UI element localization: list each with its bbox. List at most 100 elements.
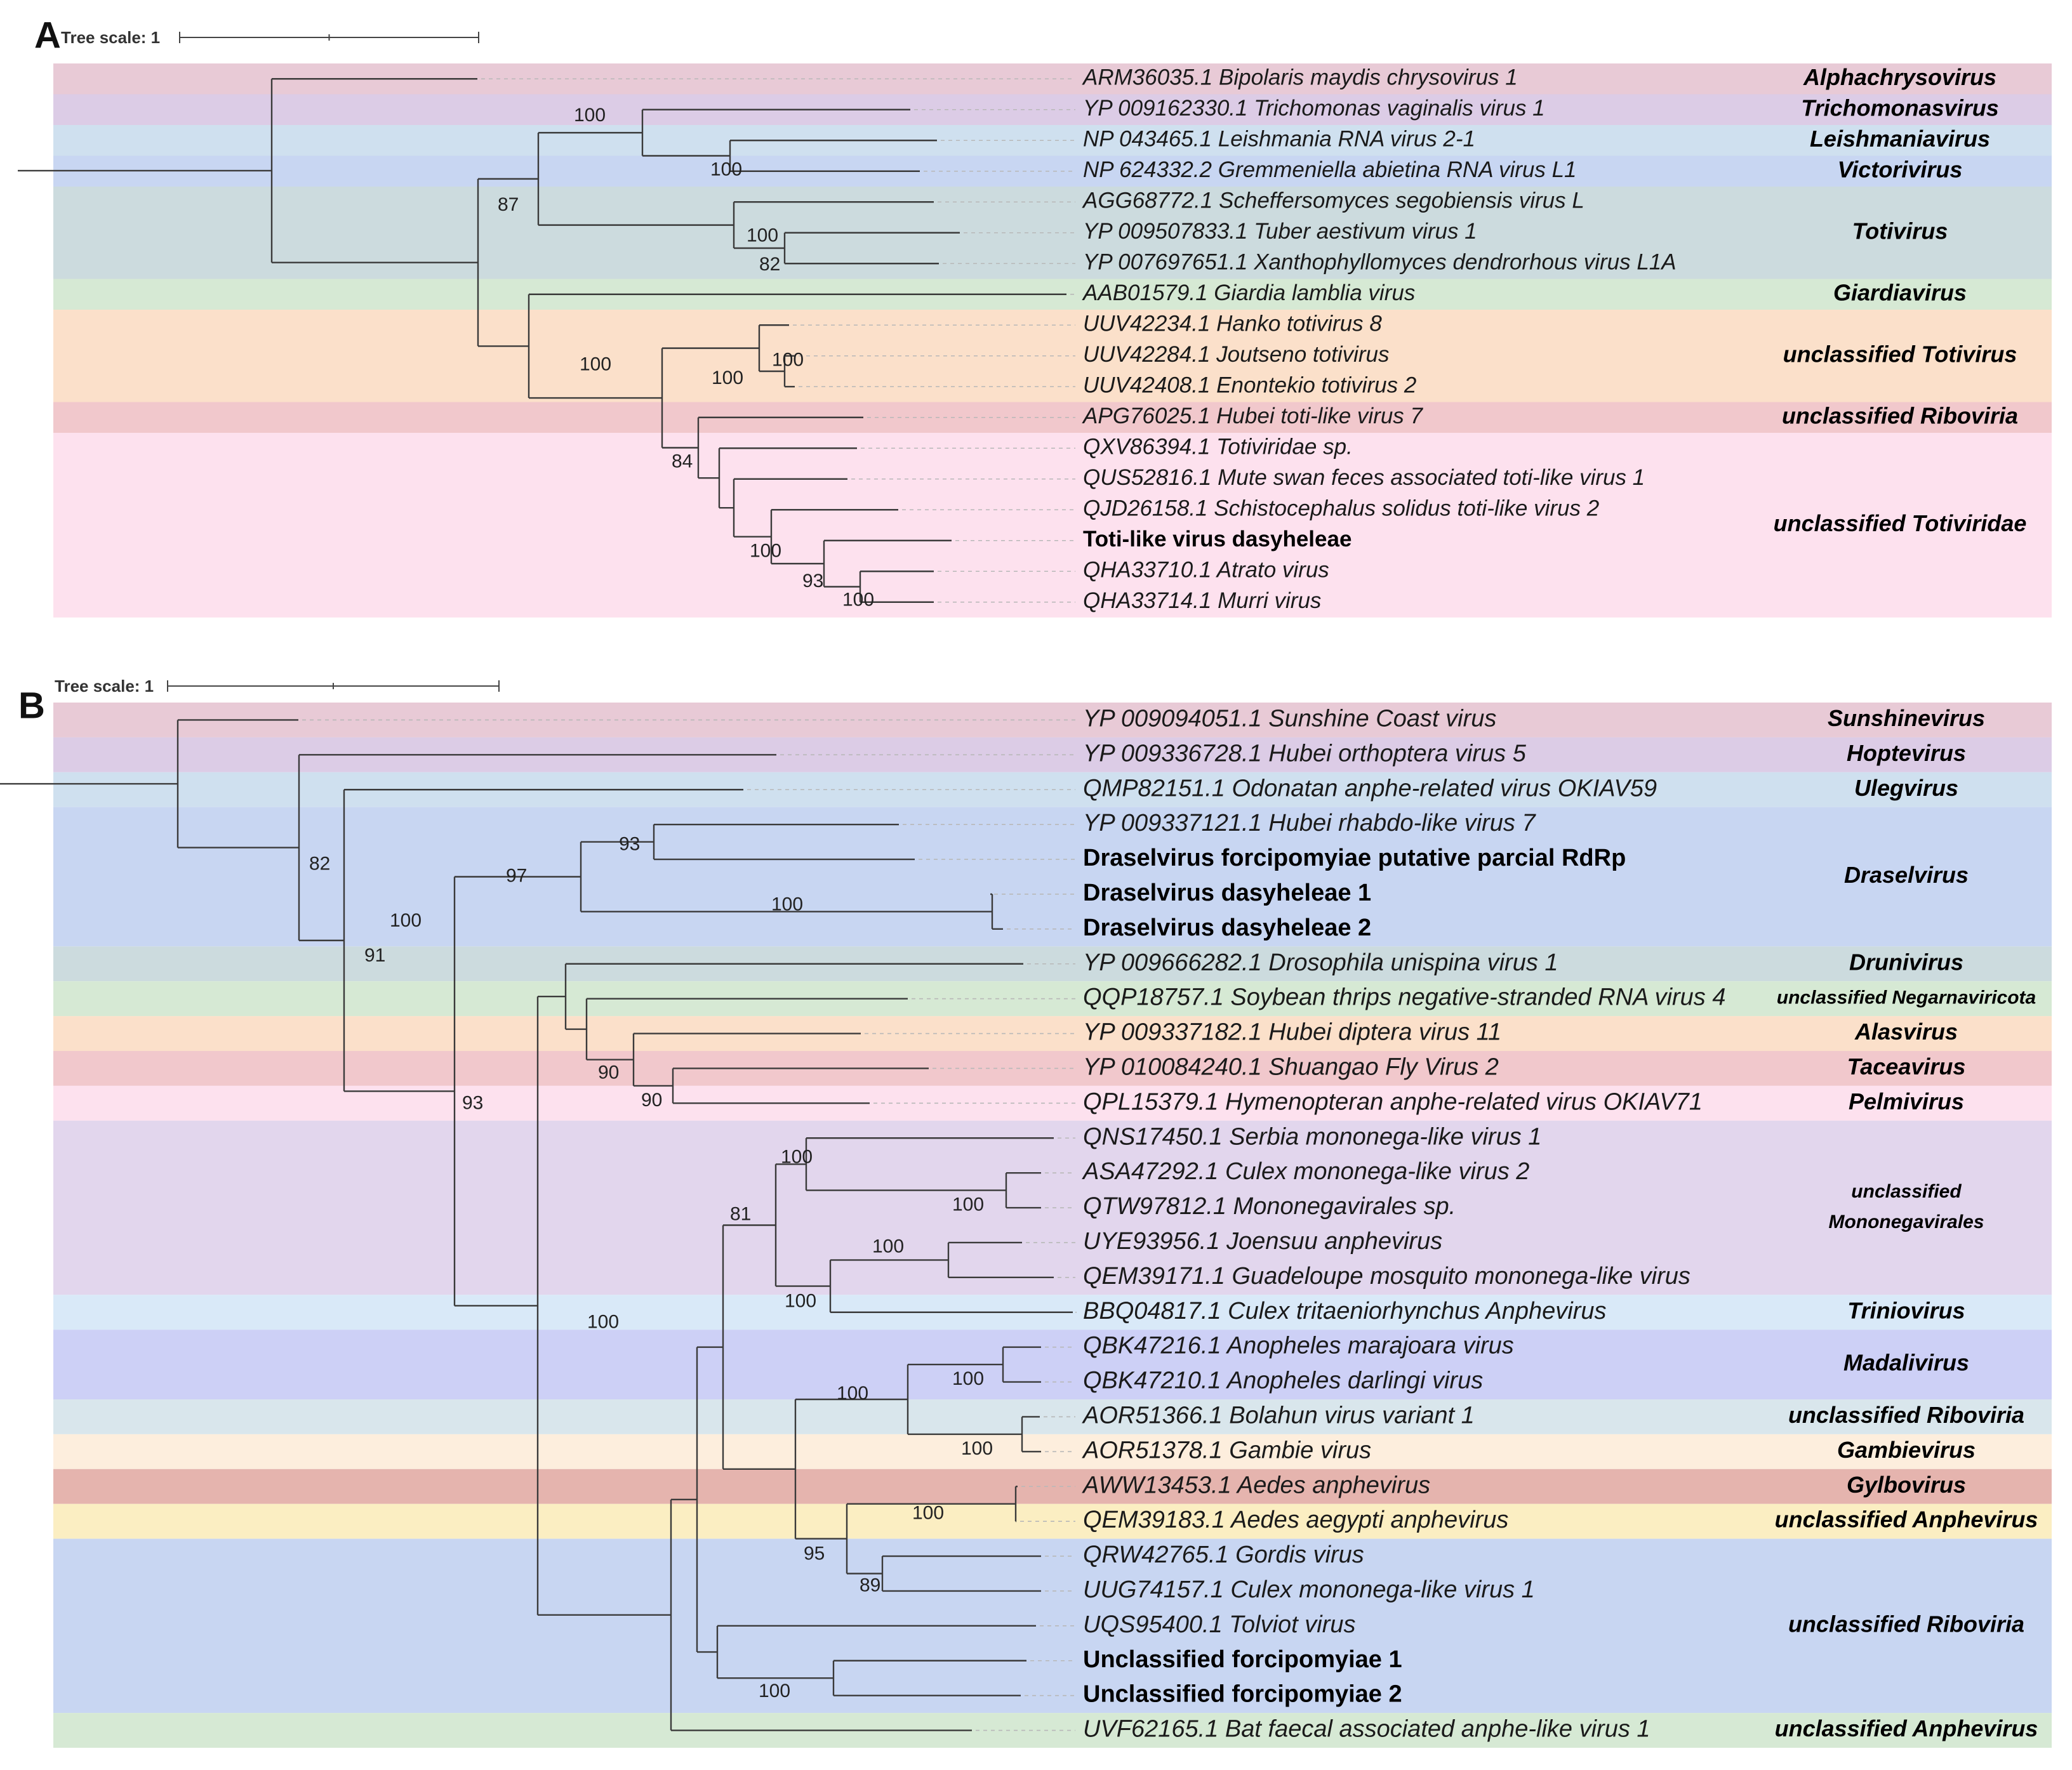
clade-label-line: unclassified (1851, 1181, 1962, 1202)
bootstrap-value: 100 (842, 589, 874, 610)
leaf-label: UUV42284.1 Joutseno totivirus (1083, 342, 1390, 367)
clade-label: Gambievirus (1837, 1437, 1976, 1463)
clade-label: Hoptevirus (1847, 740, 1966, 766)
clade-label: Taceavirus (1847, 1053, 1966, 1080)
leaf-label: UQS95400.1 Tolviot virus (1083, 1611, 1356, 1638)
bootstrap-value: 100 (785, 1290, 816, 1311)
bootstrap-value: 100 (747, 225, 778, 246)
leaf-label: QJD26158.1 Schistocephalus solidus toti-… (1083, 496, 1599, 521)
clade-band (53, 1016, 2052, 1051)
leaf-label: Draselvirus forcipomyiae putative parcia… (1083, 845, 1626, 871)
bootstrap-value: 82 (759, 254, 780, 275)
leaf-label: UUV42234.1 Hanko totivirus 8 (1083, 312, 1382, 336)
leaf-label: QTW97812.1 Mononegavirales sp. (1083, 1193, 1456, 1220)
bootstrap-value: 100 (710, 159, 742, 180)
bootstrap-value: 100 (837, 1383, 868, 1404)
clade-label: Giardiavirus (1833, 279, 1967, 305)
bootstrap-value: 93 (462, 1092, 483, 1113)
clade-label: Triniovirus (1847, 1297, 1965, 1323)
tree-scale-bar (167, 680, 500, 692)
leaf-label: Draselvirus dasyheleae 2 (1083, 915, 1371, 941)
panel-label: B (18, 685, 45, 726)
bootstrap-value: 100 (872, 1236, 904, 1257)
tree-scale-label: Tree scale: 1 (61, 28, 160, 47)
clade-label: unclassified Totivirus (1783, 341, 2017, 367)
leaf-label: QMP82151.1 Odonatan anphe-related virus … (1083, 775, 1657, 802)
clade-label: unclassified Mononegavirales (1828, 1181, 1984, 1232)
leaf-label: YP 009162330.1 Trichomonas vaginalis vir… (1083, 96, 1545, 121)
bootstrap-value: 100 (712, 367, 743, 388)
tree-scale-label: Tree scale: 1 (55, 677, 154, 696)
bootstrap-value: 100 (961, 1438, 993, 1459)
clade-label: unclassified Riboviria (1782, 402, 2018, 428)
leaf-label: YP 009507833.1 Tuber aestivum virus 1 (1083, 219, 1477, 244)
leaf-label: AWW13453.1 Aedes anphevirus (1082, 1472, 1430, 1498)
clade-band (53, 125, 2052, 156)
clade-label-line: Mononegavirales (1828, 1212, 1984, 1232)
leaf-label: YP 009094051.1 Sunshine Coast virus (1083, 705, 1496, 732)
bootstrap-value: 95 (804, 1543, 825, 1564)
leaf-label: AOR51366.1 Bolahun virus variant 1 (1082, 1402, 1475, 1429)
clade-label: Trichomonasvirus (1801, 95, 1998, 121)
leaf-label: APG76025.1 Hubei toti-like virus 7 (1082, 404, 1424, 428)
leaf-label: AOR51378.1 Gambie virus (1082, 1437, 1371, 1463)
clade-band (53, 187, 2052, 279)
panel-label: A (34, 15, 61, 56)
bootstrap-value: 100 (574, 105, 606, 126)
clade-label: Draselvirus (1844, 862, 1969, 888)
clade-band (53, 433, 2052, 618)
clade-band (53, 155, 2052, 187)
bootstrap-value: 93 (802, 571, 823, 591)
leaf-label: Unclassified forcipomyiae 2 (1083, 1681, 1402, 1708)
leaf-label: YP 009337121.1 Hubei rhabdo-like virus 7 (1083, 810, 1536, 836)
leaf-label: YP 010084240.1 Shuangao Fly Virus 2 (1083, 1053, 1499, 1080)
leaf-label: Toti-like virus dasyheleae (1083, 527, 1351, 551)
tree-branches (0, 719, 1073, 1731)
leaf-label: UYE93956.1 Joensuu anphevirus (1083, 1228, 1442, 1255)
clade-label: Pelmivirus (1849, 1088, 1964, 1114)
bootstrap-value: 100 (772, 350, 804, 371)
clade-label: unclassified Anphevirus (1775, 1715, 2038, 1741)
leaf-label: Unclassified forcipomyiae 1 (1083, 1646, 1402, 1673)
clade-label: unclassified Anphevirus (1775, 1507, 2038, 1533)
clade-label: unclassified Totiviridae (1774, 510, 2027, 536)
bootstrap-value: 100 (587, 1311, 619, 1332)
bootstrap-value: 90 (598, 1062, 619, 1083)
leaf-label: QEM39183.1 Aedes aegypti anphevirus (1083, 1507, 1508, 1533)
leaf-label: UUV42408.1 Enontekio totivirus 2 (1083, 373, 1416, 398)
bootstrap-value: 84 (672, 451, 693, 472)
clade-label: unclassified Riboviria (1788, 1402, 2024, 1428)
clade-label: Gylbovirus (1847, 1472, 1966, 1498)
leaf-label: QPL15379.1 Hymenopteran anphe-related vi… (1083, 1088, 1703, 1115)
leaf-label: QHA33714.1 Murri virus (1083, 588, 1321, 613)
tree-scale-bar (179, 32, 479, 43)
clade-label: Alphachrysovirus (1803, 64, 1996, 90)
bootstrap-value: 100 (759, 1681, 790, 1701)
bootstrap-value: 89 (860, 1575, 880, 1595)
clade-label: Totivirus (1852, 218, 1948, 244)
leaf-label: QEM39171.1 Guadeloupe mosquito mononega-… (1083, 1263, 1690, 1290)
bootstrap-value: 100 (952, 1368, 984, 1389)
bootstrap-value: 100 (771, 894, 803, 915)
leaf-label: YP 009666282.1 Drosophila unispina virus… (1083, 949, 1558, 976)
bootstrap-value: 97 (506, 865, 527, 886)
bootstrap-value: 82 (309, 854, 330, 875)
bootstrap-value: 100 (952, 1194, 984, 1215)
leaf-label: QQP18757.1 Soybean thrips negative-stran… (1083, 984, 1726, 1011)
clade-band (53, 1538, 2052, 1714)
leaf-label: QBK47216.1 Anopheles marajoara virus (1083, 1333, 1514, 1359)
bootstrap-value: 100 (580, 353, 611, 374)
bootstrap-value: 91 (364, 945, 385, 966)
clade-label: Sunshinevirus (1828, 705, 1985, 731)
bootstrap-value: 90 (641, 1090, 662, 1111)
leaf-label: QRW42765.1 Gordis virus (1083, 1542, 1364, 1568)
clade-band (53, 1051, 2052, 1086)
leaf-label: YP 009337182.1 Hubei diptera virus 11 (1083, 1019, 1501, 1046)
clade-label: unclassified Negarnaviricota (1777, 987, 2036, 1008)
clade-label: Madalivirus (1843, 1350, 1969, 1376)
clade-label: unclassified Riboviria (1788, 1611, 2024, 1637)
tree-branches (18, 78, 1066, 603)
leaf-label: QHA33710.1 Atrato virus (1083, 558, 1329, 583)
leaf-label: NP 043465.1 Leishmania RNA virus 2-1 (1083, 127, 1475, 152)
